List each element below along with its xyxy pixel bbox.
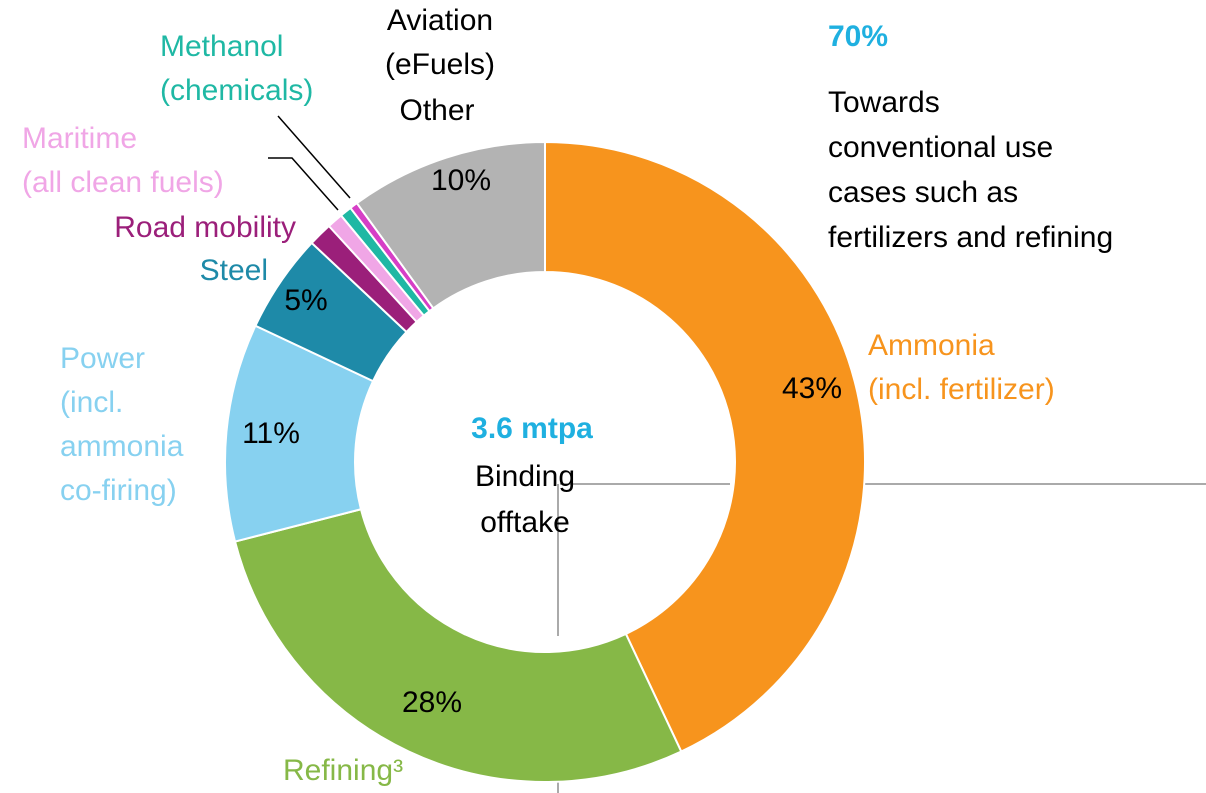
category-label: Ammonia (incl. fertilizer) (868, 329, 1055, 406)
value-label: 43% (782, 372, 842, 405)
category-label: Road mobility (114, 211, 296, 244)
category-label: Aviation (eFuels) (385, 4, 495, 81)
donut-segment (544, 140, 866, 753)
leader-line (268, 157, 339, 211)
value-label: 5% (284, 284, 327, 317)
value-label: 28% (402, 686, 462, 719)
category-label: Power (incl. ammonia co-firing) (60, 342, 184, 507)
annotation-text: Towards conventional use cases such as fert… (828, 86, 1113, 254)
annotation-value: 70% (828, 20, 888, 53)
value-label: 10% (431, 164, 491, 197)
category-label: Refining³ (283, 754, 403, 787)
donut-segment (233, 508, 683, 783)
donut-segment (355, 140, 546, 310)
center-value: 3.6 mtpa (471, 412, 593, 445)
category-label: Methanol (chemicals) (160, 30, 313, 107)
category-label: Steel (200, 254, 268, 287)
center-label: Binding offtake (475, 460, 575, 539)
leader-line (277, 115, 351, 199)
category-label: Other (399, 94, 474, 127)
value-label: 11% (242, 417, 300, 450)
category-label: Maritime (all clean fuels) (22, 122, 224, 199)
